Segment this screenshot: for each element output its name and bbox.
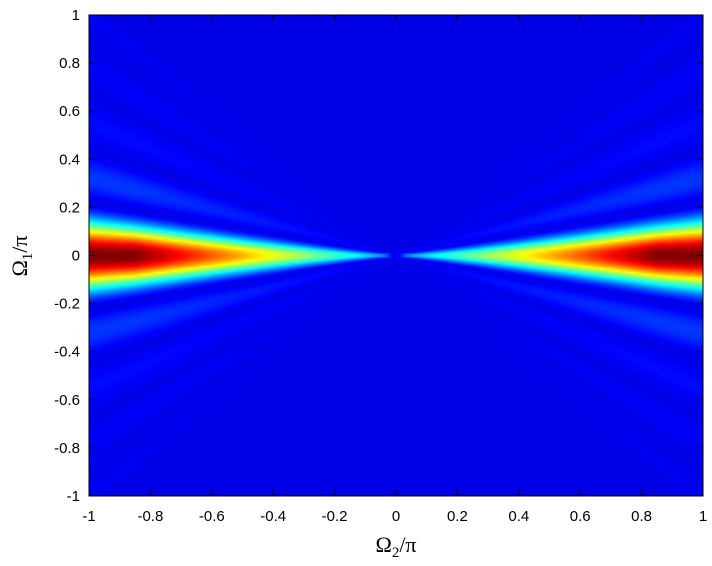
x-tick-label: -1	[82, 508, 95, 525]
y-tick-label: 0	[72, 248, 80, 265]
plot-area	[89, 15, 703, 496]
x-axis-label-sub: 2	[392, 545, 400, 561]
x-tick-label: 0.6	[570, 508, 591, 525]
x-tick-label: 1	[699, 508, 707, 525]
y-axis-ticks: 1 0.8 0.6 0.4 0.2 0 -0.2 -0.4 -0.6 -0.8 -1	[54, 7, 703, 505]
x-axis-label: Ω2/π	[375, 532, 416, 561]
x-tick-label: 0	[392, 508, 400, 525]
x-tick-label: -0.8	[137, 508, 163, 525]
heatmap-image	[89, 15, 703, 496]
x-tick-label: 0.2	[447, 508, 468, 525]
y-tick-label: 1	[72, 7, 80, 24]
x-tick-label: -0.4	[260, 508, 286, 525]
x-axis-label-main: Ω	[375, 532, 391, 557]
y-axis-label: Ω1/π	[7, 235, 36, 276]
y-tick-label: -0.6	[54, 392, 80, 409]
y-axis-label-main: Ω	[7, 260, 32, 276]
x-axis-ticks: -1 -0.8 -0.6 -0.4 -0.2 0 0.2 0.4 0.6 0.8 1	[82, 15, 707, 525]
y-tick-label: 0.6	[59, 103, 80, 120]
y-axis-label-sub: 1	[20, 253, 36, 261]
x-tick-label: -0.2	[322, 508, 348, 525]
x-axis-label-suffix: /π	[399, 532, 416, 557]
y-axis-label-suffix: /π	[7, 235, 32, 252]
y-tick-label: 0.8	[59, 55, 80, 72]
x-tick-label: 0.8	[631, 508, 652, 525]
x-tick-label: -0.6	[199, 508, 225, 525]
y-tick-label: -1	[67, 488, 80, 505]
x-tick-label: 0.4	[508, 508, 529, 525]
y-tick-label: -0.2	[54, 296, 80, 313]
y-tick-label: 0.4	[59, 151, 80, 168]
y-tick-label: 0.2	[59, 199, 80, 216]
y-tick-label: -0.4	[54, 344, 80, 361]
y-tick-label: -0.8	[54, 440, 80, 457]
